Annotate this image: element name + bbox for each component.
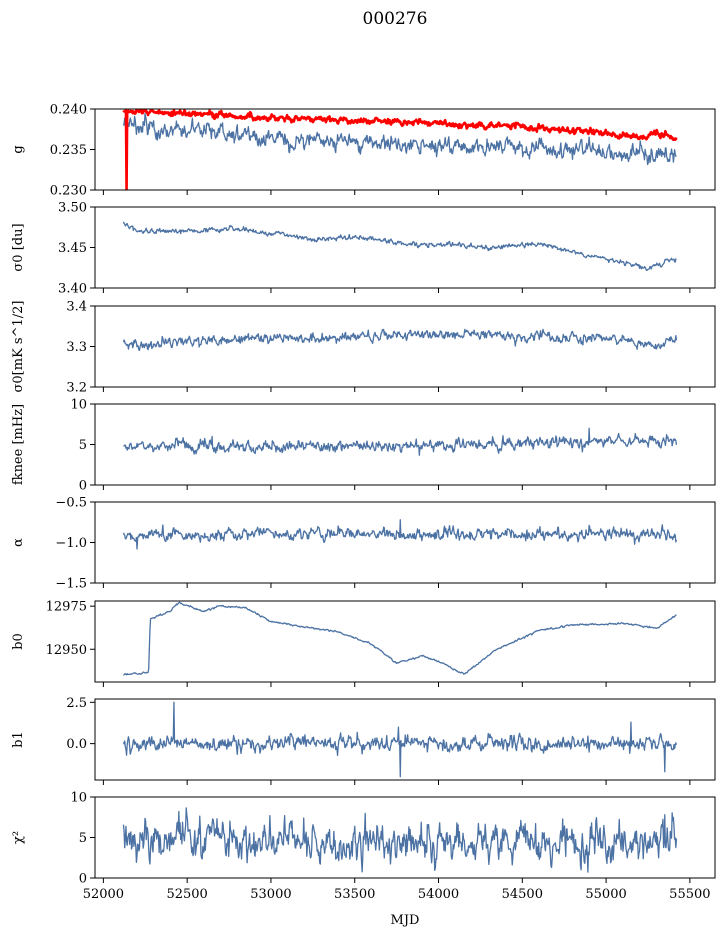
y-tick-label: 12975 [46,600,87,615]
x-tick-label: 53000 [250,887,291,902]
y-tick-label: −1.5 [55,577,87,592]
panel-b0: 12950 12975 b0 [11,600,716,687]
y-axis-label-alpha: α [11,538,26,547]
y-tick-label: 10 [70,398,87,413]
y-tick-label: 3.2 [66,381,87,396]
y-tick-label: 0 [79,872,87,887]
panel-g: 0.230 0.235 0.240 g [11,103,716,199]
y-tick-label: −1.0 [55,536,87,551]
y-tick-label: 3.50 [58,201,87,216]
series-line-g-0 [122,113,677,166]
y-tick-label: 0.230 [50,184,87,199]
series-line-g-1 [122,109,678,190]
y-axis-label-sigma0_du: σ0 [du] [11,223,26,271]
series-line-sigma0_mk-0 [122,328,678,351]
x-tick-label: 55500 [669,887,710,902]
y-axis-label-b0: b0 [11,633,26,650]
y-tick-label: 0.0 [66,737,87,752]
y-tick-label: 10 [70,791,87,806]
x-axis-label: MJD [391,913,420,928]
y-tick-label: 0 [79,479,87,494]
panel-alpha: −1.5 −1.0 −0.5 α [11,496,716,592]
y-tick-label: 3.3 [66,340,87,355]
y-tick-label: −0.5 [55,496,87,511]
panel-sigma0_mk: 3.2 3.3 3.4 σ0[mK s^1/2] [11,300,716,396]
y-tick-label: 3.4 [66,300,87,315]
y-axis-label-chi2: χ² [11,831,26,844]
y-tick-label: 3.40 [58,282,87,297]
y-tick-label: 5 [79,438,87,453]
x-tick-label: 54000 [418,887,459,902]
y-axis-label-g: g [11,145,26,153]
y-tick-label: 0.240 [50,103,87,118]
panel-sigma0_du: 3.40 3.45 3.50 σ0 [du] [11,201,716,297]
y-axis-label-fknee: fknee [mHz] [11,404,26,485]
y-tick-label: 3.45 [58,241,87,256]
series-line-chi2-0 [122,807,678,873]
y-tick-label: 12950 [46,643,87,658]
axes-frame [94,501,716,584]
y-tick-label: 2.5 [66,696,87,711]
axes-frame [94,600,716,683]
x-tick-label: 53500 [334,887,375,902]
x-tick-label: 55000 [585,887,626,902]
y-axis-label-sigma0_mk: σ0[mK s^1/2] [11,301,26,393]
series-line-b0-0 [123,601,677,676]
series-line-alpha-0 [122,519,678,550]
y-tick-label: 5 [79,831,87,846]
panel-b1: 0.0 2.5 b1 [11,696,716,785]
y-axis-label-b1: b1 [11,731,26,748]
series-line-b1-0 [122,701,678,778]
series-line-sigma0_du-0 [122,221,677,272]
axes-frame [94,206,716,289]
panel-fknee: 0 5 10 fknee [mHz] [11,398,716,494]
x-tick-label: 52000 [83,887,124,902]
panel-chi2: 0 5 10 52000 52500 53000 53500 54000 54500 55000 5… [11,791,716,902]
y-tick-label: 0.235 [50,143,87,158]
axes-frame [94,698,716,781]
series-line-fknee-0 [123,427,678,456]
x-tick-label: 54500 [502,887,543,902]
figure-title: 000276 [363,9,428,29]
x-tick-label: 52500 [166,887,207,902]
axes-frame [94,305,716,388]
